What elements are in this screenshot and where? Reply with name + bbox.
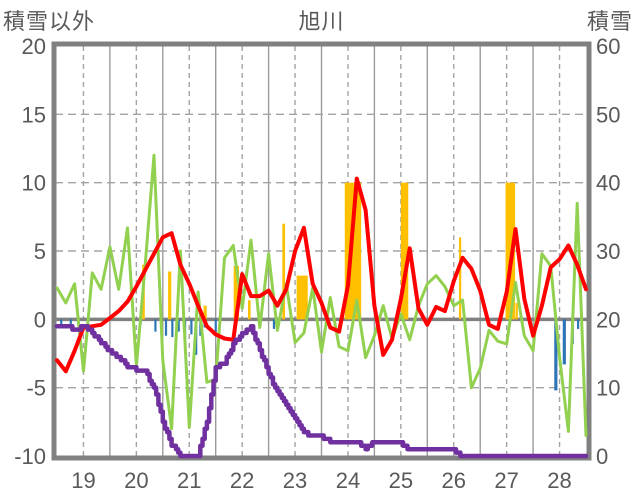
right-tick-label: 40	[596, 171, 620, 196]
bar	[164, 319, 168, 336]
x-axis-ticks: 19 20 21 22 23 24 25 26 27 28	[71, 468, 572, 493]
x-tick-label: 21	[177, 468, 201, 493]
right-axis-title: 積雪	[586, 9, 633, 34]
right-tick-label: 20	[596, 307, 620, 332]
left-axis-title: 積雪以外	[3, 9, 96, 34]
bar	[233, 266, 239, 320]
plot-frame	[51, 41, 592, 461]
left-tick-label: -10	[14, 444, 46, 469]
series-layer	[54, 153, 589, 459]
left-tick-label: 0	[34, 307, 46, 332]
bar	[505, 182, 516, 320]
left-tick-label: 20	[22, 34, 46, 59]
right-axis-ticks: 60 50 40 30 20 10 0	[596, 34, 620, 469]
left-tick-label: 10	[22, 171, 46, 196]
x-tick-label: 23	[283, 468, 307, 493]
right-tick-label: 30	[596, 239, 620, 264]
right-tick-label: 10	[596, 376, 620, 401]
bar	[190, 319, 193, 335]
right-tick-label: 50	[596, 102, 620, 127]
bar	[296, 275, 308, 320]
gridlines	[54, 46, 589, 456]
x-tick-label: 25	[389, 468, 413, 493]
x-tick-label: 27	[494, 468, 518, 493]
right-tick-label: 0	[596, 444, 608, 469]
x-tick-label: 22	[230, 468, 254, 493]
purple-line	[54, 323, 589, 459]
bar	[203, 305, 207, 320]
bar	[154, 319, 157, 332]
bar	[577, 319, 580, 329]
right-tick-label: 60	[596, 34, 620, 59]
bar	[515, 302, 518, 320]
green-line	[55, 153, 588, 437]
bar	[554, 319, 558, 391]
bar	[272, 319, 276, 329]
left-tick-label: 5	[34, 239, 46, 264]
x-tick-label: 28	[547, 468, 571, 493]
bar	[214, 319, 217, 333]
x-tick-label: 20	[124, 468, 148, 493]
x-tick-label: 26	[442, 468, 466, 493]
left-axis-ticks: 20 15 10 5 0 -5 -10	[14, 34, 46, 469]
chart-title: 旭川	[298, 9, 345, 34]
bar	[282, 223, 285, 320]
left-tick-label: -5	[26, 376, 46, 401]
bar	[562, 319, 566, 365]
x-tick-label: 19	[71, 468, 95, 493]
bar	[177, 319, 180, 332]
bar	[459, 237, 462, 320]
bar	[60, 319, 63, 327]
left-tick-label: 15	[22, 102, 46, 127]
red-line	[55, 176, 588, 374]
bar	[171, 319, 174, 338]
bar	[247, 300, 251, 320]
bar	[400, 182, 409, 320]
bar	[168, 271, 172, 320]
bar	[69, 319, 72, 328]
x-tick-label: 24	[336, 468, 360, 493]
